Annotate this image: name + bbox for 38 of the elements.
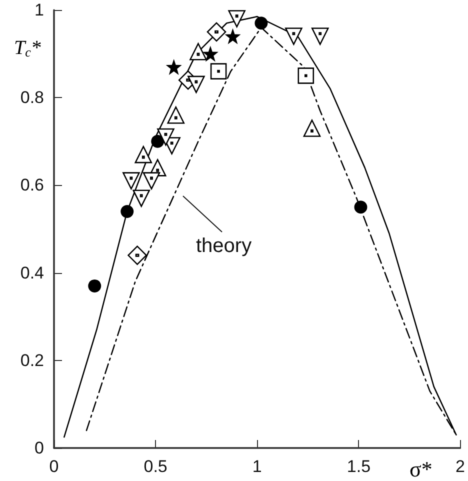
point [311,28,329,45]
y-tick-label: 1 [34,0,44,20]
point [303,120,321,137]
y-tick-label: 0.6 [20,176,44,195]
x-tick-label: 0.5 [144,457,168,476]
point [190,42,207,60]
point [166,58,182,75]
y-tick-label: 0.8 [20,88,44,108]
point [298,68,314,84]
x-tick-label: 1.5 [346,457,371,476]
point [132,190,150,207]
point [354,200,368,214]
x-axis-title: σ* [409,456,432,481]
point [151,134,164,148]
point [128,246,147,265]
point [157,128,174,146]
point [285,28,302,45]
point [88,279,102,292]
point [120,204,134,218]
annotation: theory [196,235,252,257]
point [167,106,185,124]
x-tick-label: 0 [49,457,59,476]
x-tick-label: 1 [252,457,262,476]
y-tick-label: 0.2 [20,350,44,370]
y-tick-label: 0.4 [20,263,44,282]
y-tick-label: 0 [34,438,44,458]
point [134,146,152,164]
point [224,28,241,44]
point [122,172,140,190]
y-axis-title: Tc* [14,37,41,60]
point [202,46,218,62]
point [188,76,205,94]
point [228,10,246,28]
point [206,22,226,42]
point [210,63,227,80]
point [254,16,268,30]
point [142,172,160,190]
x-tick-label: 2 [456,457,466,476]
